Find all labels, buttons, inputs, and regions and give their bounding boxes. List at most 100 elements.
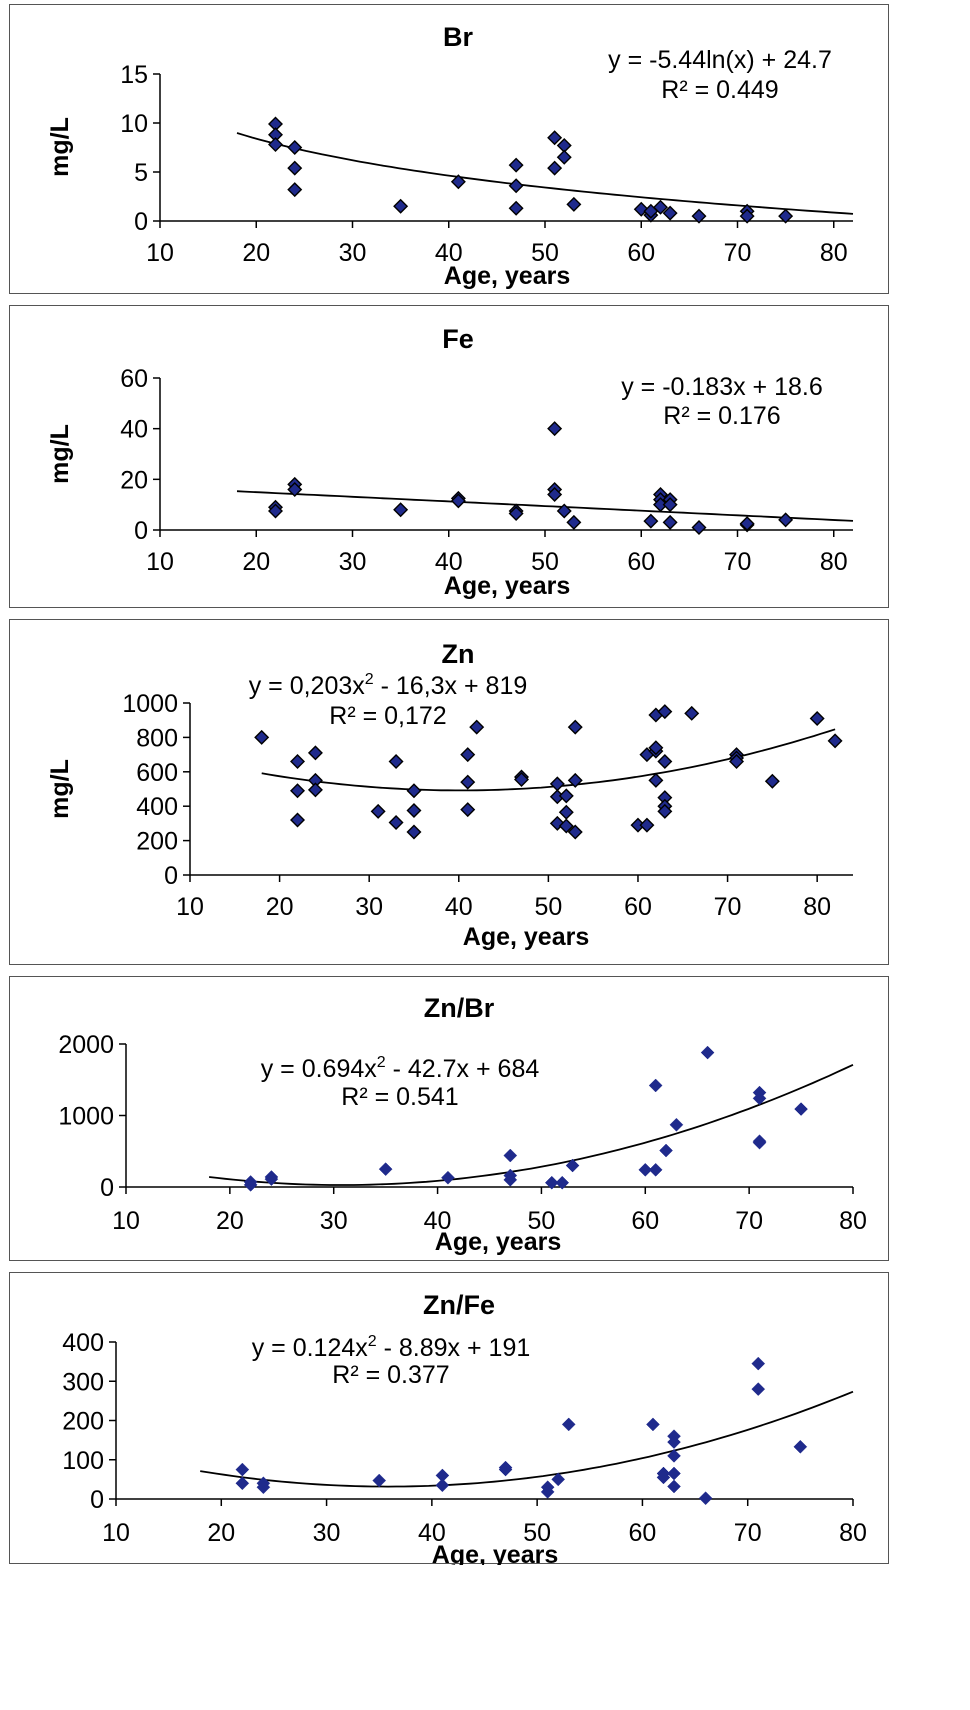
data-point <box>567 772 583 788</box>
data-point <box>662 205 678 221</box>
data-point <box>648 1162 663 1177</box>
x-tick-label: 60 <box>631 1207 659 1235</box>
x-tick-label: 70 <box>714 893 742 921</box>
data-point <box>503 1148 518 1163</box>
data-point <box>558 788 574 804</box>
data-point <box>393 198 409 214</box>
data-point <box>752 1135 767 1150</box>
x-axis-label: Age, years <box>444 262 570 290</box>
data-point <box>752 1091 767 1106</box>
y-tick-label: 0 <box>134 208 148 236</box>
data-point <box>307 745 323 761</box>
data-point <box>662 497 678 513</box>
data-point <box>287 140 303 155</box>
data-point <box>307 782 323 798</box>
x-tick-label: 50 <box>528 1207 556 1235</box>
data-point <box>290 753 306 769</box>
data-point <box>460 802 476 818</box>
y-tick-label: 200 <box>62 1408 104 1436</box>
data-point <box>700 1045 715 1060</box>
x-tick-label: 30 <box>339 548 367 576</box>
data-point <box>691 519 707 535</box>
data-point <box>558 818 574 834</box>
y-tick-label: 10 <box>120 110 148 138</box>
data-point <box>264 1172 279 1186</box>
trend-equation: y = -5.44ln(x) + 24.7 <box>608 46 832 74</box>
data-point <box>551 1472 566 1487</box>
data-point <box>450 174 466 190</box>
trend-equation: y = 0,203x2 - 16,3x + 819 <box>249 671 528 700</box>
y-tick-label: 1000 <box>58 1103 114 1131</box>
x-tick-label: 30 <box>355 893 383 921</box>
chart-title: Zn <box>442 639 475 669</box>
chart-title: Zn/Fe <box>423 1290 495 1320</box>
trend-equation: y = -0.183x + 18.6 <box>621 373 823 401</box>
x-tick-label: 40 <box>418 1519 446 1547</box>
x-tick-label: 10 <box>112 1207 140 1235</box>
data-point <box>657 803 673 819</box>
data-point <box>503 1172 518 1187</box>
trend-line <box>236 132 854 215</box>
data-point <box>243 1178 258 1192</box>
x-tick-label: 40 <box>445 893 473 921</box>
chart-panel-zn-fe: Zn/Fe 0 100 200 300 400 10 20 30 40 50 60 70 80 Age, y… <box>9 1272 889 1565</box>
data-point <box>567 719 583 735</box>
data-point <box>561 1417 576 1432</box>
chart-panel-zn-br: Zn/Br 0 1000 2000 10 20 30 40 50 60 70 80 Age, years… <box>9 976 889 1261</box>
chart-svg: Zn/Fe 0 100 200 300 400 10 20 30 40 50 60 70 80 Age, y… <box>62 1290 867 1565</box>
data-point <box>657 704 673 720</box>
y-axis-label: mg/L <box>46 759 74 819</box>
data-point <box>643 513 659 529</box>
data-point <box>793 1439 808 1454</box>
y-tick-label: 15 <box>120 61 148 89</box>
r-squared: R² = 0.377 <box>332 1361 449 1389</box>
data-point <box>633 201 649 217</box>
chart-svg: Br 0 5 10 15 10 20 30 40 50 60 70 80 Age, years mg/L y … <box>46 22 854 290</box>
data-point <box>372 1473 387 1488</box>
data-point <box>290 783 306 799</box>
x-tick-label: 10 <box>176 893 204 921</box>
chart-svg: Zn 0 200 400 600 800 1000 10 20 30 40 50 60 70 80 Age, … <box>46 639 853 951</box>
y-tick-label: 0 <box>164 862 178 890</box>
chart-svg: Zn/Br 0 1000 2000 10 20 30 40 50 60 70 80 Age, years… <box>58 993 867 1256</box>
data-point <box>498 1462 513 1477</box>
data-point <box>514 772 529 788</box>
data-point <box>460 774 476 790</box>
x-tick-label: 60 <box>627 548 655 576</box>
y-tick-label: 400 <box>136 793 178 821</box>
data-point <box>388 753 404 769</box>
x-tick-label: 60 <box>627 239 655 267</box>
y-tick-label: 1000 <box>122 690 178 718</box>
trend-equation: y = 0.124x2 - 8.89x + 191 <box>252 1333 531 1362</box>
data-point <box>662 514 678 530</box>
x-tick-label: 70 <box>724 548 752 576</box>
x-tick-label: 30 <box>320 1207 348 1235</box>
r-squared: R² = 0,172 <box>329 702 446 730</box>
data-point <box>549 776 565 792</box>
data-point <box>441 1170 455 1185</box>
y-tick-label: 5 <box>134 159 148 187</box>
x-tick-label: 60 <box>629 1519 657 1547</box>
x-axis-label: Age, years <box>444 572 570 600</box>
data-point <box>547 421 563 437</box>
data-point <box>235 1476 250 1491</box>
data-point <box>567 824 583 840</box>
chart-title: Fe <box>442 324 474 354</box>
x-tick-label: 20 <box>242 548 270 576</box>
data-point <box>508 506 524 522</box>
x-tick-label: 40 <box>435 239 463 267</box>
data-point <box>684 705 700 721</box>
data-point <box>639 817 655 833</box>
x-tick-label: 20 <box>207 1519 235 1547</box>
data-point <box>547 160 563 176</box>
data-point <box>809 710 825 726</box>
y-tick-label: 0 <box>134 517 148 545</box>
data-point <box>547 130 563 146</box>
x-tick-label: 20 <box>216 1207 244 1235</box>
chart-title: Br <box>443 22 473 52</box>
y-tick-label: 100 <box>62 1447 104 1475</box>
y-tick-label: 40 <box>120 416 148 444</box>
x-tick-label: 20 <box>266 893 294 921</box>
data-point <box>406 783 422 799</box>
y-tick-label: 600 <box>136 759 178 787</box>
